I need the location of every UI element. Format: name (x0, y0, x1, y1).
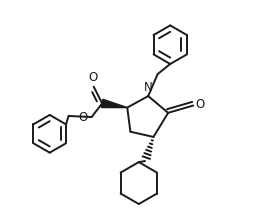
Polygon shape (101, 99, 127, 108)
Text: N: N (143, 81, 152, 94)
Text: O: O (196, 98, 205, 111)
Text: O: O (79, 111, 88, 123)
Text: O: O (88, 71, 97, 84)
